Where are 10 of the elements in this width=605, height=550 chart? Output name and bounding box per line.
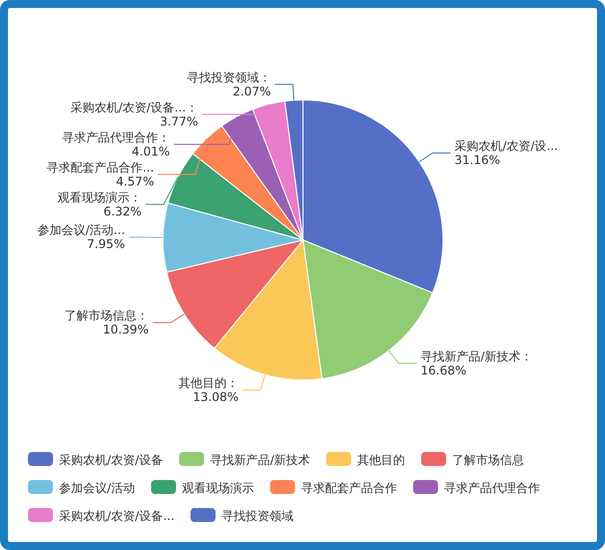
legend-label: 采购农机/农资/设备... bbox=[59, 509, 175, 523]
legend-label: 采购农机/农资/设备 bbox=[59, 453, 164, 467]
legend-label: 参加会议/活动 bbox=[59, 481, 136, 495]
legend-label: 寻求配套产品合作 bbox=[301, 481, 398, 495]
legend-label: 观看现场演示 bbox=[182, 481, 254, 495]
legend-label: 其他目的 bbox=[357, 453, 406, 467]
legend-label: 寻找新产品/新技术 bbox=[210, 453, 310, 467]
legend-label: 寻找投资领域 bbox=[222, 509, 294, 523]
legend-label: 寻求产品代理合作 bbox=[444, 481, 540, 495]
legend-label: 了解市场信息 bbox=[452, 453, 524, 467]
